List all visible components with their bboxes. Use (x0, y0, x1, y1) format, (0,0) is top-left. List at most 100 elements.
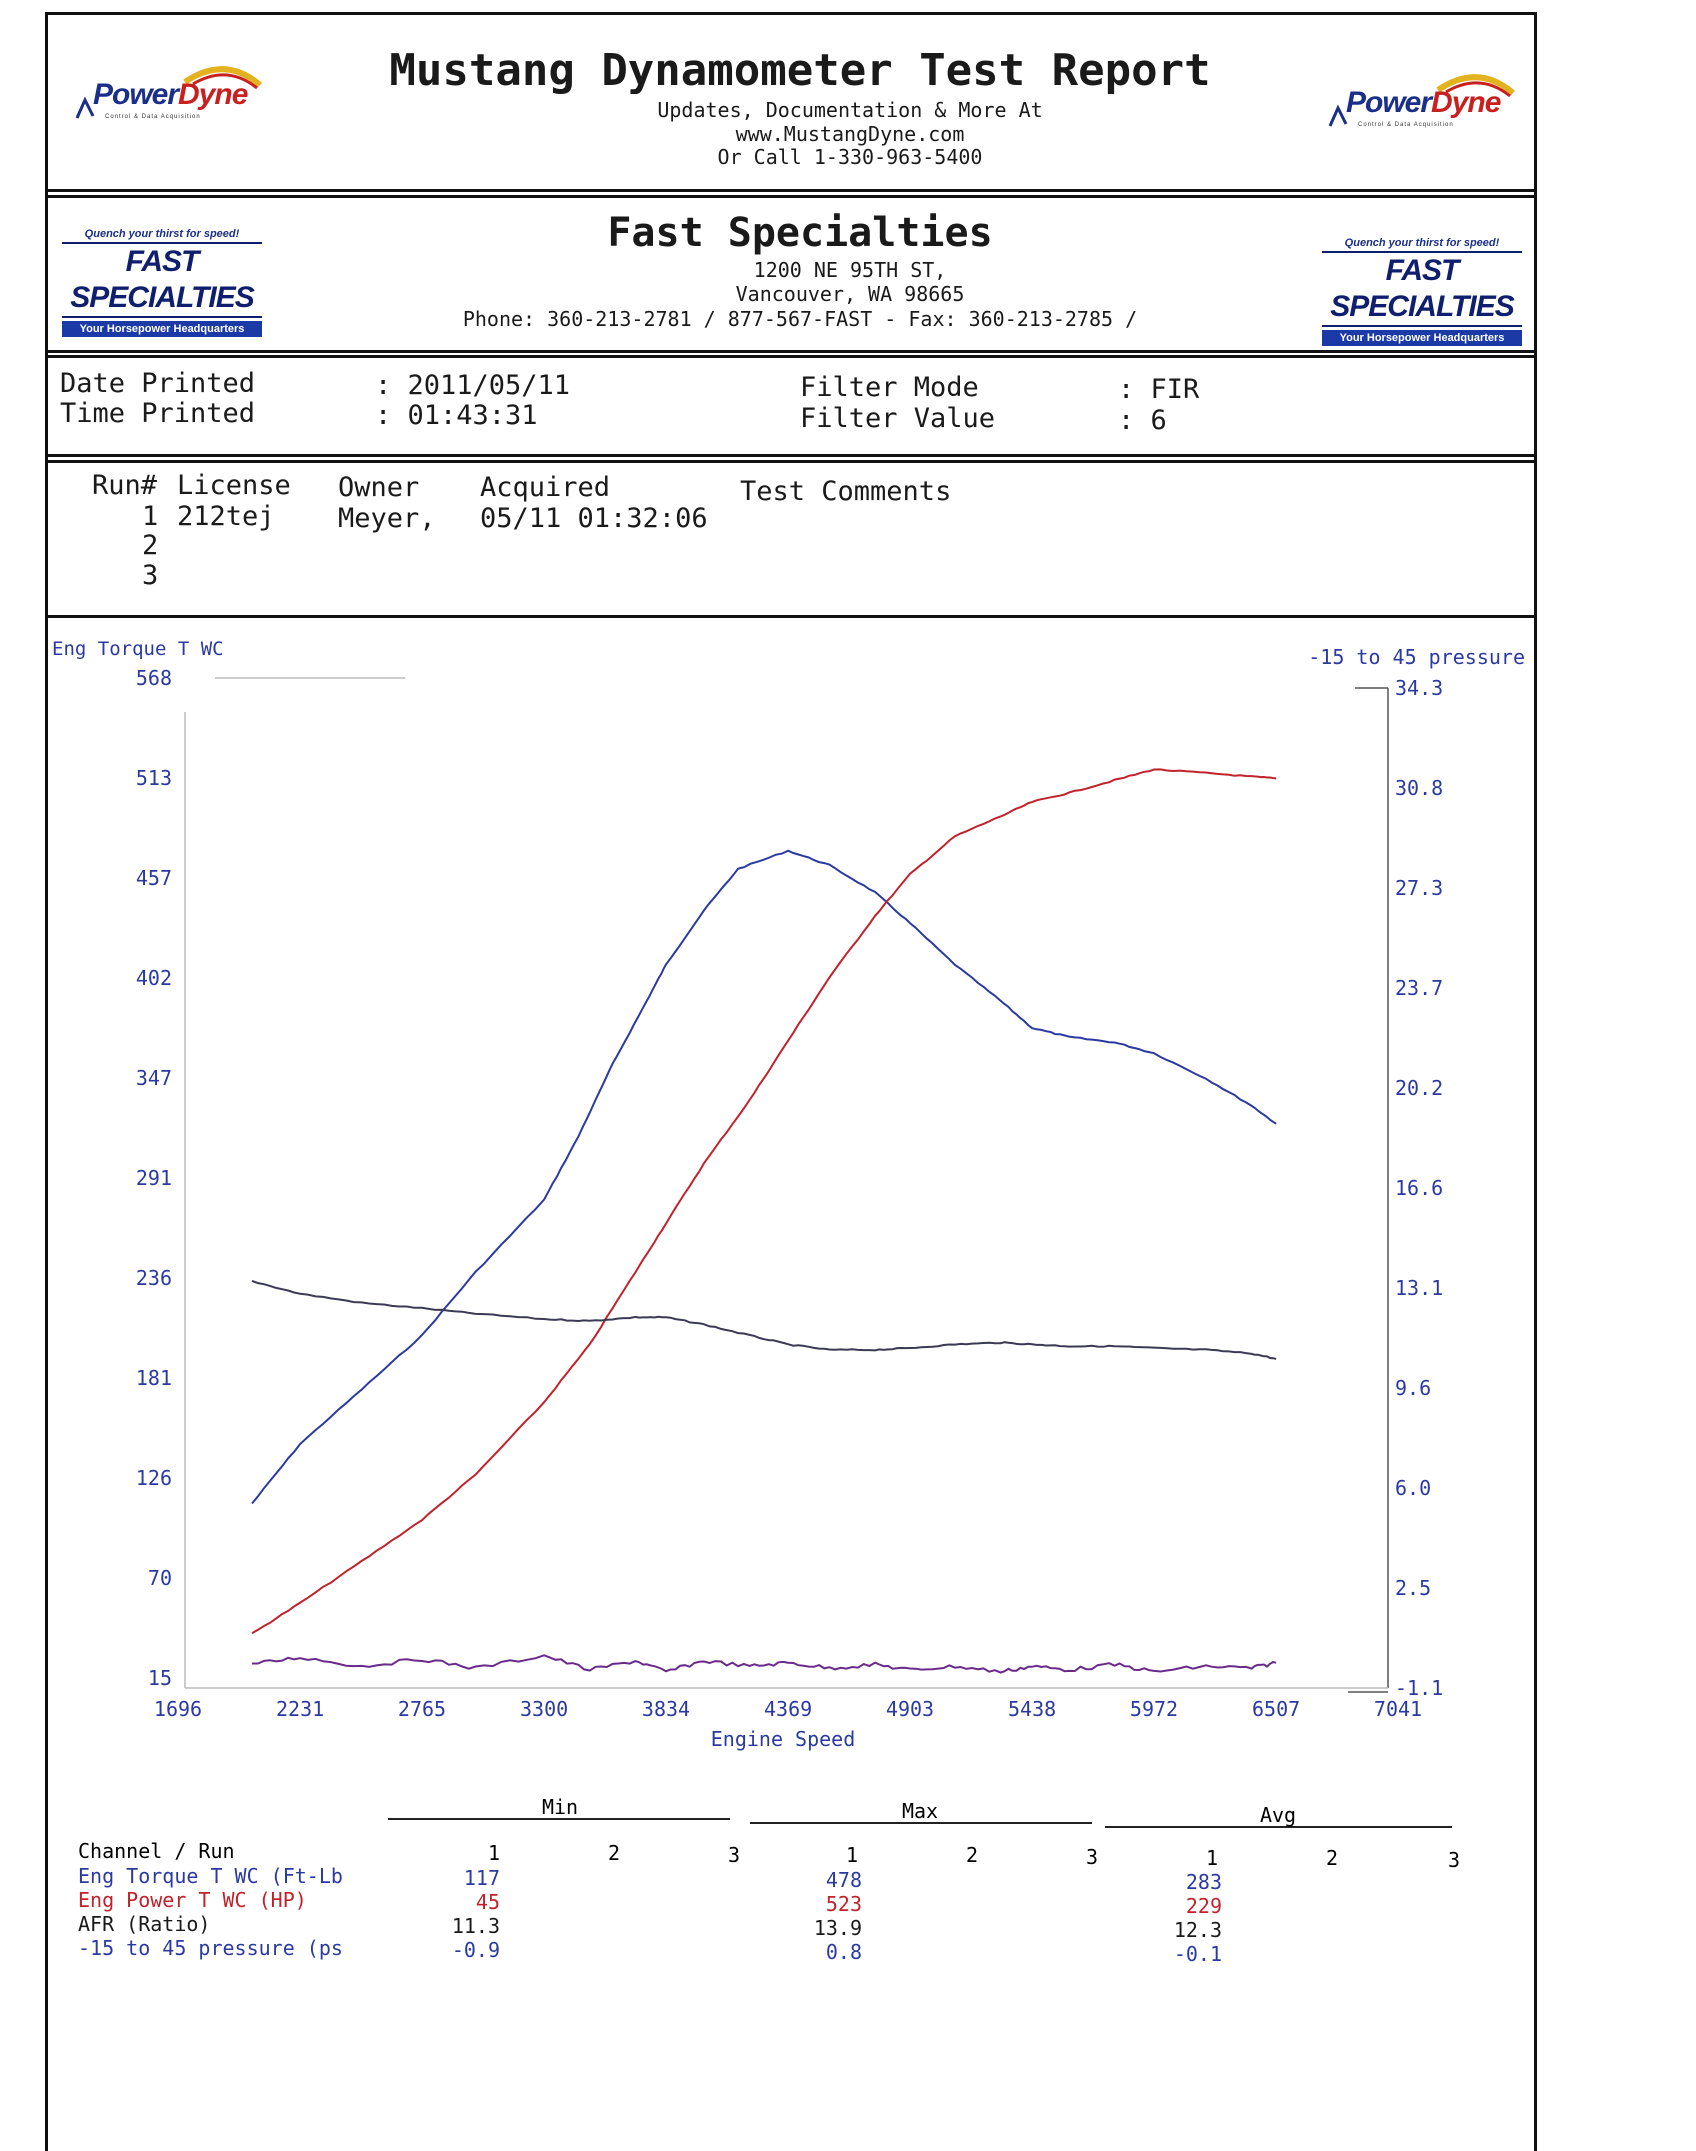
right-tick-label: 13.1 (1395, 1276, 1443, 1300)
avg-group-label: Avg (1260, 1803, 1296, 1827)
right-tick-label: 9.6 (1395, 1376, 1431, 1400)
x-tick-label: 4369 (764, 1697, 812, 1721)
right-axis-label: -15 to 45 pressure (1308, 645, 1525, 669)
left-tick-label: 181 (136, 1366, 172, 1390)
right-tick-label: 27.3 (1395, 876, 1443, 900)
left-tick-label: 291 (136, 1166, 172, 1190)
license-header: License (177, 470, 291, 501)
logo-banner: Your Horsepower Headquarters (1322, 330, 1522, 346)
powerdyne-logo-left: PowerDyne Control & Data Acquisition (65, 60, 265, 120)
run-2-number: 2 (142, 530, 159, 561)
shop-address2: Vancouver, WA 98665 (735, 282, 965, 306)
right-tick-label: 20.2 (1395, 1076, 1443, 1100)
time-printed-value: : 01:43:31 (375, 400, 538, 431)
x-axis-label: Engine Speed (711, 1727, 856, 1751)
x-tick-label: 5438 (1008, 1697, 1056, 1721)
summary-min-value: 45 (476, 1890, 500, 1914)
chart-grid (184, 677, 1389, 1693)
summary-min-value: 11.3 (452, 1914, 500, 1938)
run-1-number: 1 (142, 501, 159, 532)
header-box (45, 12, 1537, 192)
series-line (252, 1654, 1277, 1674)
summary-avg-value: 283 (1186, 1870, 1222, 1894)
summary-avg-value: 12.3 (1174, 1918, 1222, 1942)
filter-mode-label: Filter Mode (800, 372, 979, 403)
chart-ticks: 568 513 457 402 347 291 236 181 126 70 15 34.3 30.8 2… (136, 666, 1443, 1721)
swoosh-icon (1328, 74, 1515, 127)
comments-header: Test Comments (740, 476, 952, 507)
logo-slogan: Quench your thirst for speed! (1344, 237, 1500, 249)
min-run-2: 2 (608, 1841, 620, 1865)
shop-address1: 1200 NE 95TH ST, (753, 258, 947, 282)
x-tick-label: 3300 (520, 1697, 568, 1721)
right-tick-label: -1.1 (1395, 1676, 1443, 1700)
logo-wordmark: FAST SPECIALTIES (62, 242, 262, 318)
date-printed-label: Date Printed (60, 368, 256, 399)
filter-mode-value: : FIR (1118, 374, 1200, 405)
avg-run-2: 2 (1326, 1846, 1338, 1870)
summary-rows: Eng Torque T WC (Ft-Lb 117 478 283 Eng Power… (78, 1864, 1222, 1966)
avg-run-1: 1 (1206, 1846, 1218, 1870)
dyno-chart: Eng Torque T WC -15 to 45 pressure Engin… (52, 638, 1525, 1751)
summary-channel-label: Eng Power T WC (HP) (78, 1888, 307, 1912)
left-tick-label: 236 (136, 1266, 172, 1290)
x-tick-label: 7041 (1374, 1697, 1422, 1721)
logo-wordmark: PowerDyne (93, 78, 248, 111)
filter-value-value: : 6 (1118, 405, 1167, 436)
x-tick-label: 2765 (398, 1697, 446, 1721)
max-run-3: 3 (1086, 1845, 1098, 1869)
left-tick-label: 347 (136, 1066, 172, 1090)
powerdyne-logo-right: PowerDyne Control & Data Acquisition (1318, 68, 1518, 128)
right-tick-label: 6.0 (1395, 1476, 1431, 1500)
right-tick-label: 34.3 (1395, 676, 1443, 700)
min-run-3: 3 (728, 1843, 740, 1867)
swoosh-icon (75, 66, 262, 119)
right-tick-label: 23.7 (1395, 976, 1443, 1000)
x-tick-label: 3834 (642, 1697, 690, 1721)
chart-series (251, 768, 1277, 1674)
summary-avg-value: -0.1 (1174, 1942, 1222, 1966)
right-tick-label: 30.8 (1395, 776, 1443, 800)
owner-header: Owner (338, 472, 420, 503)
summary-channel-label: Eng Torque T WC (Ft-Lb (78, 1864, 343, 1888)
summary-min-value: 117 (464, 1866, 500, 1890)
logo-wordmark: PowerDyne (1346, 86, 1501, 119)
acquired-header: Acquired (480, 472, 611, 503)
x-tick-label: 5972 (1130, 1697, 1178, 1721)
date-printed-value: : 2011/05/11 (375, 370, 571, 401)
summary-channel-label: -15 to 45 pressure (ps (78, 1936, 343, 1960)
summary-max-value: 523 (826, 1892, 862, 1916)
fast-specialties-logo-right: Quench your thirst for speed! FAST SPECI… (1322, 237, 1522, 346)
left-tick-label: 457 (136, 866, 172, 890)
report-phone: Or Call 1-330-963-5400 (717, 145, 983, 169)
run-3-number: 3 (142, 560, 159, 591)
logo-banner: Your Horsepower Headquarters (62, 321, 262, 337)
left-tick-label: 513 (136, 766, 172, 790)
max-run-1: 1 (846, 1843, 858, 1867)
right-tick-label: 16.6 (1395, 1176, 1443, 1200)
avg-run-3: 3 (1448, 1848, 1460, 1872)
summary-max-value: 478 (826, 1868, 862, 1892)
report-title: Mustang Dynamometer Test Report (389, 45, 1211, 96)
left-tick-label: 402 (136, 966, 172, 990)
logo-wordmark: FAST SPECIALTIES (1322, 251, 1522, 327)
series-line (251, 849, 1277, 1505)
logo-slogan: Quench your thirst for speed! (84, 228, 240, 240)
report-subtitle: Updates, Documentation & More At (657, 98, 1043, 122)
filter-value-label: Filter Value (800, 403, 996, 434)
run-header: Run# (92, 470, 158, 501)
left-tick-label: 126 (136, 1466, 172, 1490)
shop-name: Fast Specialties (607, 210, 993, 256)
run-1-acquired: 05/11 01:32:06 (480, 503, 708, 534)
x-tick-label: 4903 (886, 1697, 934, 1721)
x-tick-label: 2231 (276, 1697, 324, 1721)
summary-avg-value: 229 (1186, 1894, 1222, 1918)
left-tick-label: 70 (148, 1566, 172, 1590)
print-info-box (45, 355, 1537, 457)
summary-min-value: -0.9 (452, 1938, 500, 1962)
left-tick-label: 15 (148, 1666, 172, 1690)
min-group-label: Min (542, 1795, 578, 1819)
run-1-license: 212tej (177, 501, 275, 532)
min-run-1: 1 (488, 1841, 500, 1865)
summary-channel-label: AFR (Ratio) (78, 1912, 210, 1936)
